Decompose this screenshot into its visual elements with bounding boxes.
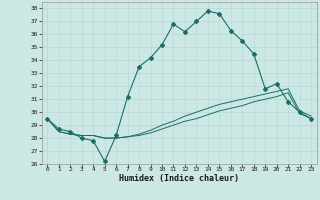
X-axis label: Humidex (Indice chaleur): Humidex (Indice chaleur) (119, 174, 239, 183)
